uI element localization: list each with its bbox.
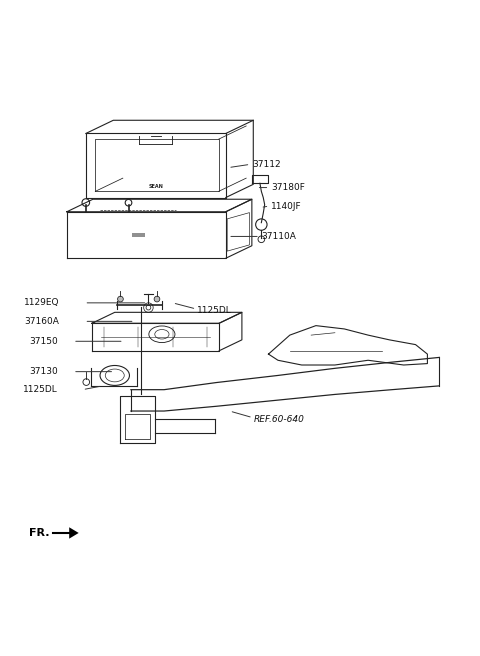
Text: SEAN: SEAN	[148, 184, 163, 189]
Polygon shape	[227, 213, 250, 251]
Text: 1125DL: 1125DL	[197, 306, 232, 315]
Text: REF.60-640: REF.60-640	[254, 415, 305, 424]
Text: 37110A: 37110A	[261, 232, 296, 241]
Circle shape	[154, 297, 160, 302]
Circle shape	[118, 297, 123, 302]
Text: 1129EQ: 1129EQ	[24, 298, 60, 308]
Text: 37150: 37150	[29, 337, 58, 346]
Polygon shape	[69, 527, 79, 539]
Text: IIIIIII: IIIIIII	[132, 232, 145, 237]
Text: FR.: FR.	[29, 528, 49, 538]
Text: 37130: 37130	[29, 367, 58, 376]
Text: 37112: 37112	[252, 160, 280, 169]
Text: 37180F: 37180F	[271, 183, 305, 192]
Text: 1125DL: 1125DL	[23, 385, 58, 394]
Text: 1140JF: 1140JF	[271, 201, 301, 211]
Text: 37160A: 37160A	[24, 317, 59, 326]
